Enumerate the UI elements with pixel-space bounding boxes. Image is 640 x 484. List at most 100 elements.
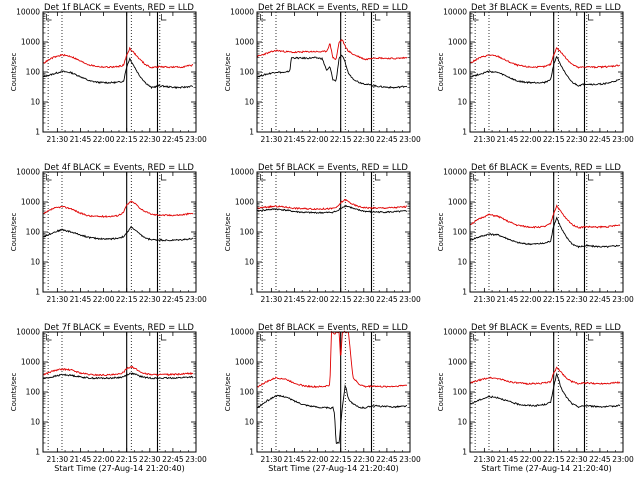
marker-flag — [374, 174, 381, 181]
x-tick-label: 23:00 — [185, 455, 207, 464]
x-tick-label: 21:30 — [261, 135, 283, 144]
series-red — [43, 365, 194, 377]
series-red — [470, 366, 621, 386]
marker-flag — [260, 14, 266, 21]
x-tick-label: 23:00 — [399, 295, 421, 304]
y-tick-label: 100 — [240, 68, 255, 77]
y-tick-label: 100 — [26, 388, 41, 397]
y-tick-label: 10000 — [443, 8, 467, 17]
y-tick-label: 10000 — [16, 328, 40, 337]
y-tick-label: 1 — [462, 288, 467, 297]
x-axis-label: Start Time (27-Aug-14 21:20:40) — [54, 464, 185, 473]
series-red — [470, 46, 620, 69]
y-tick-label: 1000 — [21, 198, 40, 207]
x-tick-label: 23:00 — [399, 455, 421, 464]
x-tick-label: 22:00 — [307, 455, 329, 464]
y-tick-label: 10 — [244, 418, 254, 427]
plot-frame — [469, 331, 624, 453]
x-tick-label: 22:15 — [543, 135, 565, 144]
y-tick-label: 1000 — [448, 358, 467, 367]
panel-3: Det 3f BLACK = Events, RED = LLD 1 10 100 10… — [437, 3, 634, 144]
y-axis-label: Counts/sec — [10, 213, 18, 252]
x-tick-label: 22:15 — [330, 295, 352, 304]
x-axis-label: Start Time (27-Aug-14 21:20:40) — [481, 464, 612, 473]
marker-flag — [374, 334, 381, 341]
x-tick-label: 23:00 — [399, 135, 421, 144]
x-tick-label: 21:45 — [70, 455, 92, 464]
y-tick-label: 10000 — [230, 8, 254, 17]
y-axis-label: Counts/sec — [224, 213, 232, 252]
y-axis-label: Counts/sec — [437, 373, 445, 412]
x-tick-label: 22:30 — [566, 295, 588, 304]
marker-flag — [160, 334, 167, 341]
y-axis-label: Counts/sec — [10, 373, 18, 412]
marker-flag — [46, 334, 52, 341]
x-tick-label: 22:30 — [566, 455, 588, 464]
x-tick-label: 22:30 — [139, 455, 161, 464]
x-tick-label: 22:15 — [543, 455, 565, 464]
y-tick-label: 1000 — [448, 198, 467, 207]
panel-title: Det 8f BLACK = Events, RED = LLD — [258, 323, 408, 333]
y-tick-label: 1 — [249, 288, 254, 297]
x-tick-label: 22:45 — [162, 455, 184, 464]
x-tick-label: 22:45 — [162, 135, 184, 144]
x-tick-label: 22:30 — [139, 135, 161, 144]
y-tick-label: 1000 — [235, 358, 254, 367]
plot-frame — [42, 11, 197, 133]
marker-flag — [46, 14, 52, 21]
y-tick-label: 100 — [240, 228, 255, 237]
x-axis-label: Start Time (27-Aug-14 21:20:40) — [268, 464, 399, 473]
x-tick-label: 22:45 — [376, 135, 398, 144]
y-tick-label: 1 — [462, 128, 467, 137]
x-tick-label: 21:30 — [261, 295, 283, 304]
plot-frame — [256, 171, 411, 293]
marker-flag — [260, 334, 266, 341]
panel-7: Det 7f BLACK = Events, RED = LLD 1 10 100 10… — [10, 323, 207, 473]
x-tick-label: 22:30 — [353, 135, 375, 144]
y-tick-label: 100 — [240, 388, 255, 397]
y-tick-label: 100 — [453, 388, 468, 397]
panel-title: Det 5f BLACK = Events, RED = LLD — [258, 163, 408, 173]
x-tick-label: 23:00 — [185, 135, 207, 144]
y-tick-label: 10 — [457, 418, 467, 427]
x-tick-label: 21:45 — [497, 135, 519, 144]
series-red — [43, 200, 194, 218]
panel-6: Det 6f BLACK = Events, RED = LLD 1 10 100 10… — [437, 163, 634, 304]
marker-flag — [160, 174, 167, 181]
series-black — [43, 225, 194, 242]
series-red — [257, 330, 408, 389]
y-tick-label: 10000 — [16, 8, 40, 17]
x-tick-label: 21:45 — [70, 135, 92, 144]
panel-9: Det 9f BLACK = Events, RED = LLD 1 10 100 10… — [437, 323, 634, 473]
panel-title: Det 7f BLACK = Events, RED = LLD — [44, 323, 194, 333]
x-tick-label: 21:45 — [70, 295, 92, 304]
series-black — [257, 54, 408, 89]
marker-flag — [374, 14, 381, 21]
panel-1: Det 1f BLACK = Events, RED = LLD 1 10 100 10… — [10, 3, 207, 144]
x-tick-label: 22:00 — [307, 135, 329, 144]
panel-title: Det 6f BLACK = Events, RED = LLD — [471, 163, 621, 173]
panel-5: Det 5f BLACK = Events, RED = LLD 1 10 100 10… — [224, 163, 421, 304]
series-red — [470, 204, 621, 229]
x-tick-label: 22:00 — [520, 455, 542, 464]
y-tick-label: 10000 — [230, 168, 254, 177]
x-tick-label: 22:00 — [93, 135, 115, 144]
x-tick-label: 22:00 — [520, 135, 542, 144]
series-black — [43, 372, 194, 380]
marker-flag — [473, 14, 479, 21]
series-black — [470, 372, 621, 409]
x-tick-label: 21:45 — [284, 295, 306, 304]
series-red — [257, 38, 408, 61]
y-tick-label: 1000 — [21, 358, 40, 367]
y-axis-label: Counts/sec — [437, 213, 445, 252]
plot-frame — [42, 331, 197, 453]
plot-frame — [469, 11, 624, 133]
y-axis-label: Counts/sec — [437, 53, 445, 92]
y-tick-label: 1 — [249, 128, 254, 137]
series-black — [257, 384, 407, 445]
y-tick-label: 10000 — [443, 168, 467, 177]
y-tick-label: 10000 — [443, 328, 467, 337]
x-tick-label: 22:30 — [353, 295, 375, 304]
series-black — [43, 57, 193, 90]
y-tick-label: 100 — [26, 228, 41, 237]
